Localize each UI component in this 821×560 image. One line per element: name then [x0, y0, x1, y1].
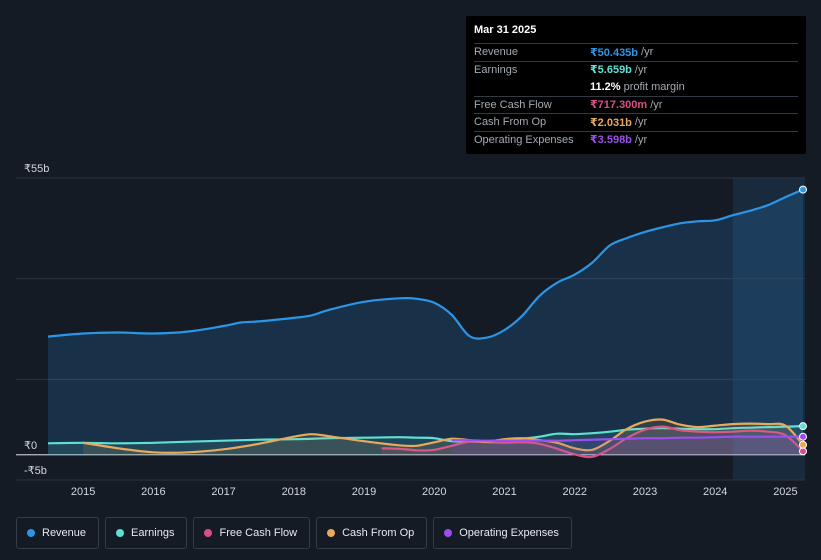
y-tick-label: ₹55b [24, 163, 49, 175]
free-cash-flow-end-point [799, 447, 807, 456]
x-tick-label: 2023 [633, 486, 657, 498]
tooltip-row-label: Operating Expenses [474, 133, 574, 146]
operating-expenses-line [451, 435, 803, 442]
tooltip-row-label: Revenue [474, 46, 519, 59]
legend: Revenue Earnings Free Cash Flow Cash From O… [16, 517, 572, 549]
legend-label: Earnings [131, 527, 175, 539]
legend-label: Free Cash Flow [219, 527, 298, 539]
tooltip-row-unit: /yr [634, 116, 648, 129]
tooltip-row-value: ₹50.435b [590, 46, 639, 59]
cash-from-op-line [82, 418, 804, 454]
tooltip-row-unit: /yr [650, 98, 663, 111]
legend-label: Operating Expenses [459, 527, 559, 539]
x-tick-label: 2015 [71, 486, 95, 498]
tooltip-row-value: ₹717.300m [590, 99, 648, 112]
x-tick-label: 2025 [773, 486, 797, 498]
tooltip-row: Revenue ₹50.435b/yr [474, 43, 798, 61]
y-tick-label: ₹0 [24, 440, 37, 452]
legend-item-cash-from-op[interactable]: Cash From Op [316, 517, 428, 549]
tooltip-row-label: Free Cash Flow [474, 98, 552, 111]
x-axis: 2015 2016 2017 2018 2019 2020 2021 2022 2023 2024… [71, 486, 798, 498]
tooltip-row: Cash From Op ₹2.031b/yr [474, 113, 798, 131]
x-tick-label: 2016 [141, 486, 165, 498]
x-tick-label: 2021 [492, 486, 516, 498]
tooltip-row: Earnings ₹5.659b/yr [474, 60, 798, 79]
free-cash-flow-line [381, 425, 804, 459]
legend-dot-icon [204, 529, 213, 537]
legend-label: Revenue [42, 527, 87, 539]
tooltip-row-value: 11.2% [590, 81, 621, 94]
tooltip-row-label: Cash From Op [474, 116, 547, 129]
legend-item-operating-expenses[interactable]: Operating Expenses [433, 517, 572, 549]
legend-item-free-cash-flow[interactable]: Free Cash Flow [193, 517, 311, 549]
tooltip-panel: Mar 31 2025 Revenue ₹50.435b/yr Earnings ₹5… [466, 16, 806, 154]
tooltip-row: Free Cash Flow ₹717.300m/yr [474, 95, 798, 114]
x-tick-label: 2024 [703, 486, 727, 498]
x-tick-label: 2019 [352, 486, 376, 498]
tooltip-date: Mar 31 2025 [474, 24, 537, 36]
cash-from-op-area [83, 419, 804, 455]
legend-dot-icon [327, 529, 336, 537]
legend-dot-icon [116, 529, 125, 537]
revenue-line [47, 188, 804, 340]
revenue-end-point [799, 185, 807, 194]
cash-from-op-end-point [799, 440, 807, 449]
x-tick-label: 2017 [211, 486, 235, 498]
tooltip-row-value: ₹5.659b [590, 64, 632, 77]
legend-item-revenue[interactable]: Revenue [16, 517, 100, 549]
tooltip-row: Operating Expenses ₹3.598b/yr [474, 130, 798, 149]
tooltip-row-unit: /yr [634, 63, 648, 76]
tooltip-row-unit: /yr [634, 133, 648, 146]
grid-lines [16, 177, 805, 481]
y-tick-label: -₹5b [24, 465, 47, 477]
y-axis: ₹55b ₹0 -₹5b [24, 163, 49, 477]
series-end-markers [799, 185, 807, 456]
tooltip-row: 11.2% profit margin [474, 78, 798, 96]
tooltip-row-value: ₹3.598b [590, 134, 632, 147]
tooltip-rows: Revenue ₹50.435b/yr Earnings ₹5.659b/yr 11.2… [474, 43, 798, 148]
tooltip-row-unit: /yr [641, 46, 654, 59]
legend-dot-icon [27, 529, 35, 537]
highlight-band [732, 178, 805, 480]
x-tick-label: 2018 [282, 486, 306, 498]
tooltip-row-unit: profit margin [623, 81, 685, 94]
operating-expenses-end-point [799, 432, 807, 441]
revenue-area [48, 189, 803, 455]
x-tick-label: 2022 [563, 486, 587, 498]
x-tick-label: 2020 [422, 486, 446, 498]
earnings-end-point [799, 422, 807, 431]
chart-area: ₹55b₹0-₹5b 2015 2016 2017 2018 2019 2020 2021 2… [16, 163, 807, 498]
tooltip-row-label: Earnings [474, 63, 518, 76]
tooltip-row-value: ₹2.031b [590, 116, 632, 129]
series-layer [47, 188, 804, 459]
legend-item-earnings[interactable]: Earnings [105, 517, 188, 549]
legend-dot-icon [444, 529, 453, 537]
legend-label: Cash From Op [342, 527, 415, 539]
free-cash-flow-area [381, 426, 803, 458]
